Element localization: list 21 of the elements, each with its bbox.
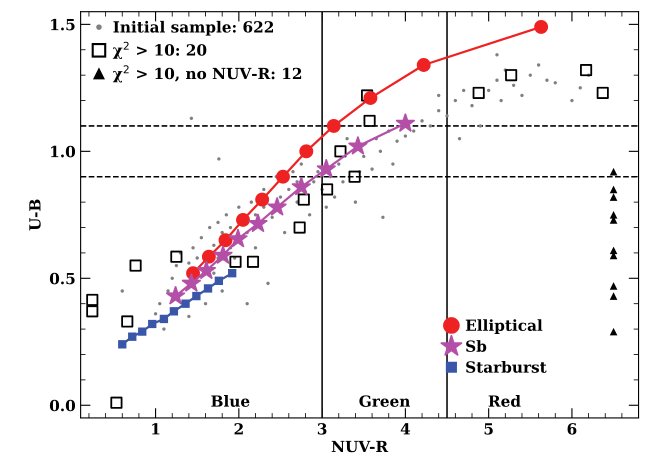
legend-label: χ$^{2}$ > 10: 20 xyxy=(112,42,206,59)
x-axis-title: NUV-R xyxy=(332,440,388,452)
y-tick-label: 0.5 xyxy=(50,272,75,284)
y-tick-label: 0.0 xyxy=(50,400,76,412)
x-tick-label: 5 xyxy=(484,423,493,435)
legend-label: Initial sample: 622 xyxy=(113,20,273,36)
legend-label: Starburst xyxy=(466,360,547,373)
legend-label: Sb xyxy=(466,340,486,352)
legend-label: Elliptical xyxy=(466,319,542,334)
x-tick-label: 2 xyxy=(234,423,243,434)
annotation: Red xyxy=(488,395,521,407)
x-tick-label: 4 xyxy=(400,423,410,434)
annotation: Blue xyxy=(211,395,250,407)
y-tick-label: 1.0 xyxy=(51,146,76,158)
legend-label: χ$^{2}$ > 10, no NUV-R: 12 xyxy=(112,65,302,82)
x-tick-label: 6 xyxy=(568,423,576,435)
y-tick-label: 1.5 xyxy=(51,18,75,30)
annotation: Green xyxy=(359,395,410,407)
x-tick-label: 1 xyxy=(152,423,160,434)
y-axis-title: U-B xyxy=(29,200,41,230)
x-tick-label: 3 xyxy=(318,423,326,435)
